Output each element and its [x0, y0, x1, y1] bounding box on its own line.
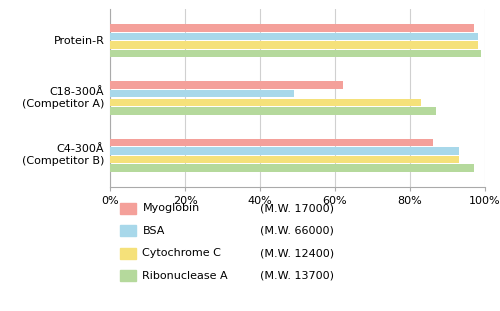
Bar [110, 24, 474, 32]
Bar [110, 164, 474, 172]
Bar [110, 99, 421, 106]
Text: (M.W. 66000): (M.W. 66000) [260, 226, 334, 236]
Bar [110, 90, 294, 97]
Text: Cytochrome C: Cytochrome C [142, 248, 222, 258]
Bar [110, 50, 481, 57]
Text: Ribonuclease A: Ribonuclease A [142, 271, 228, 281]
Bar [110, 147, 459, 155]
Bar [110, 41, 478, 49]
Text: (M.W. 13700): (M.W. 13700) [260, 271, 334, 281]
Bar [110, 107, 436, 114]
Bar [110, 81, 342, 89]
Text: (M.W. 12400): (M.W. 12400) [260, 248, 334, 258]
Bar [110, 156, 459, 163]
Text: (M.W. 17000): (M.W. 17000) [260, 203, 334, 213]
Text: BSA: BSA [142, 226, 165, 236]
Bar [110, 139, 432, 146]
Bar [110, 33, 478, 40]
Text: Myoglobin: Myoglobin [142, 203, 200, 213]
